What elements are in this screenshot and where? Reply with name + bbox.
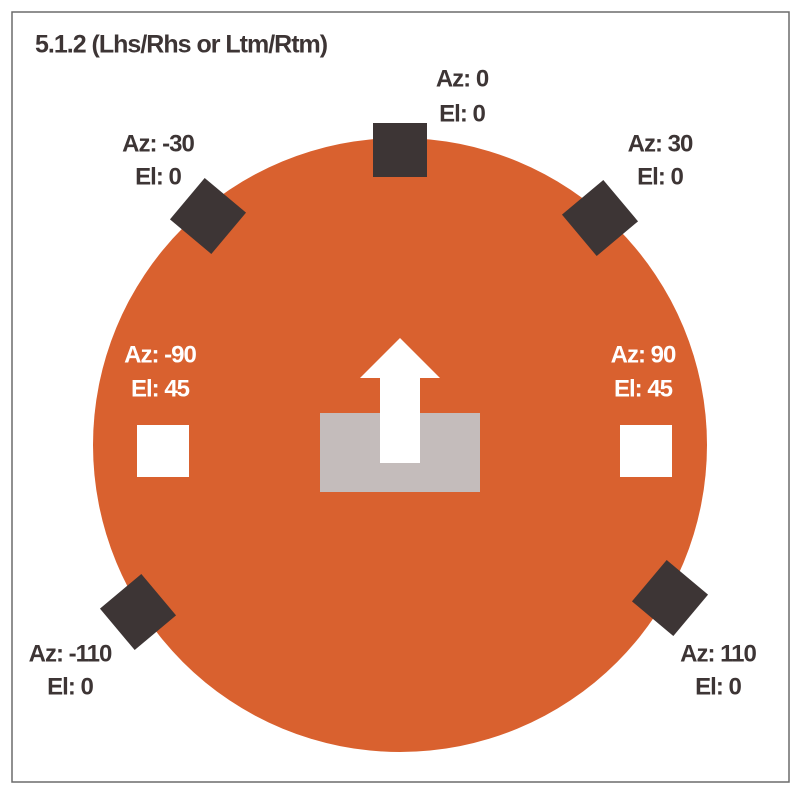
speaker: [561, 179, 639, 257]
title: 5.1.2 (Lhs/Rhs or Ltm/Rtm): [35, 31, 328, 59]
speaker: [169, 177, 247, 255]
azimuth-label: Az: 0: [436, 65, 489, 92]
front-arrow: [360, 338, 440, 463]
speaker: [99, 573, 177, 651]
speaker: [631, 559, 709, 637]
elevation-label: El: 0: [695, 673, 741, 700]
elevation-label: El: 0: [637, 163, 683, 190]
speaker: [373, 123, 427, 177]
elevation-label: El: 0: [135, 163, 181, 190]
azimuth-label: Az: -30: [122, 130, 194, 157]
azimuth-label: Az: 110: [680, 640, 756, 667]
elevation-label: El: 45: [614, 375, 673, 402]
azimuth-label: Az: 30: [628, 130, 693, 157]
elevation-label: El: 0: [439, 100, 485, 127]
azimuth-label: Az: -110: [29, 640, 112, 667]
azimuth-label: Az: 90: [611, 341, 676, 368]
height-speaker: [620, 425, 672, 477]
elevation-label: El: 45: [131, 375, 190, 402]
height-speaker: [137, 425, 189, 477]
azimuth-label: Az: -90: [124, 341, 196, 368]
elevation-label: El: 0: [47, 673, 93, 700]
